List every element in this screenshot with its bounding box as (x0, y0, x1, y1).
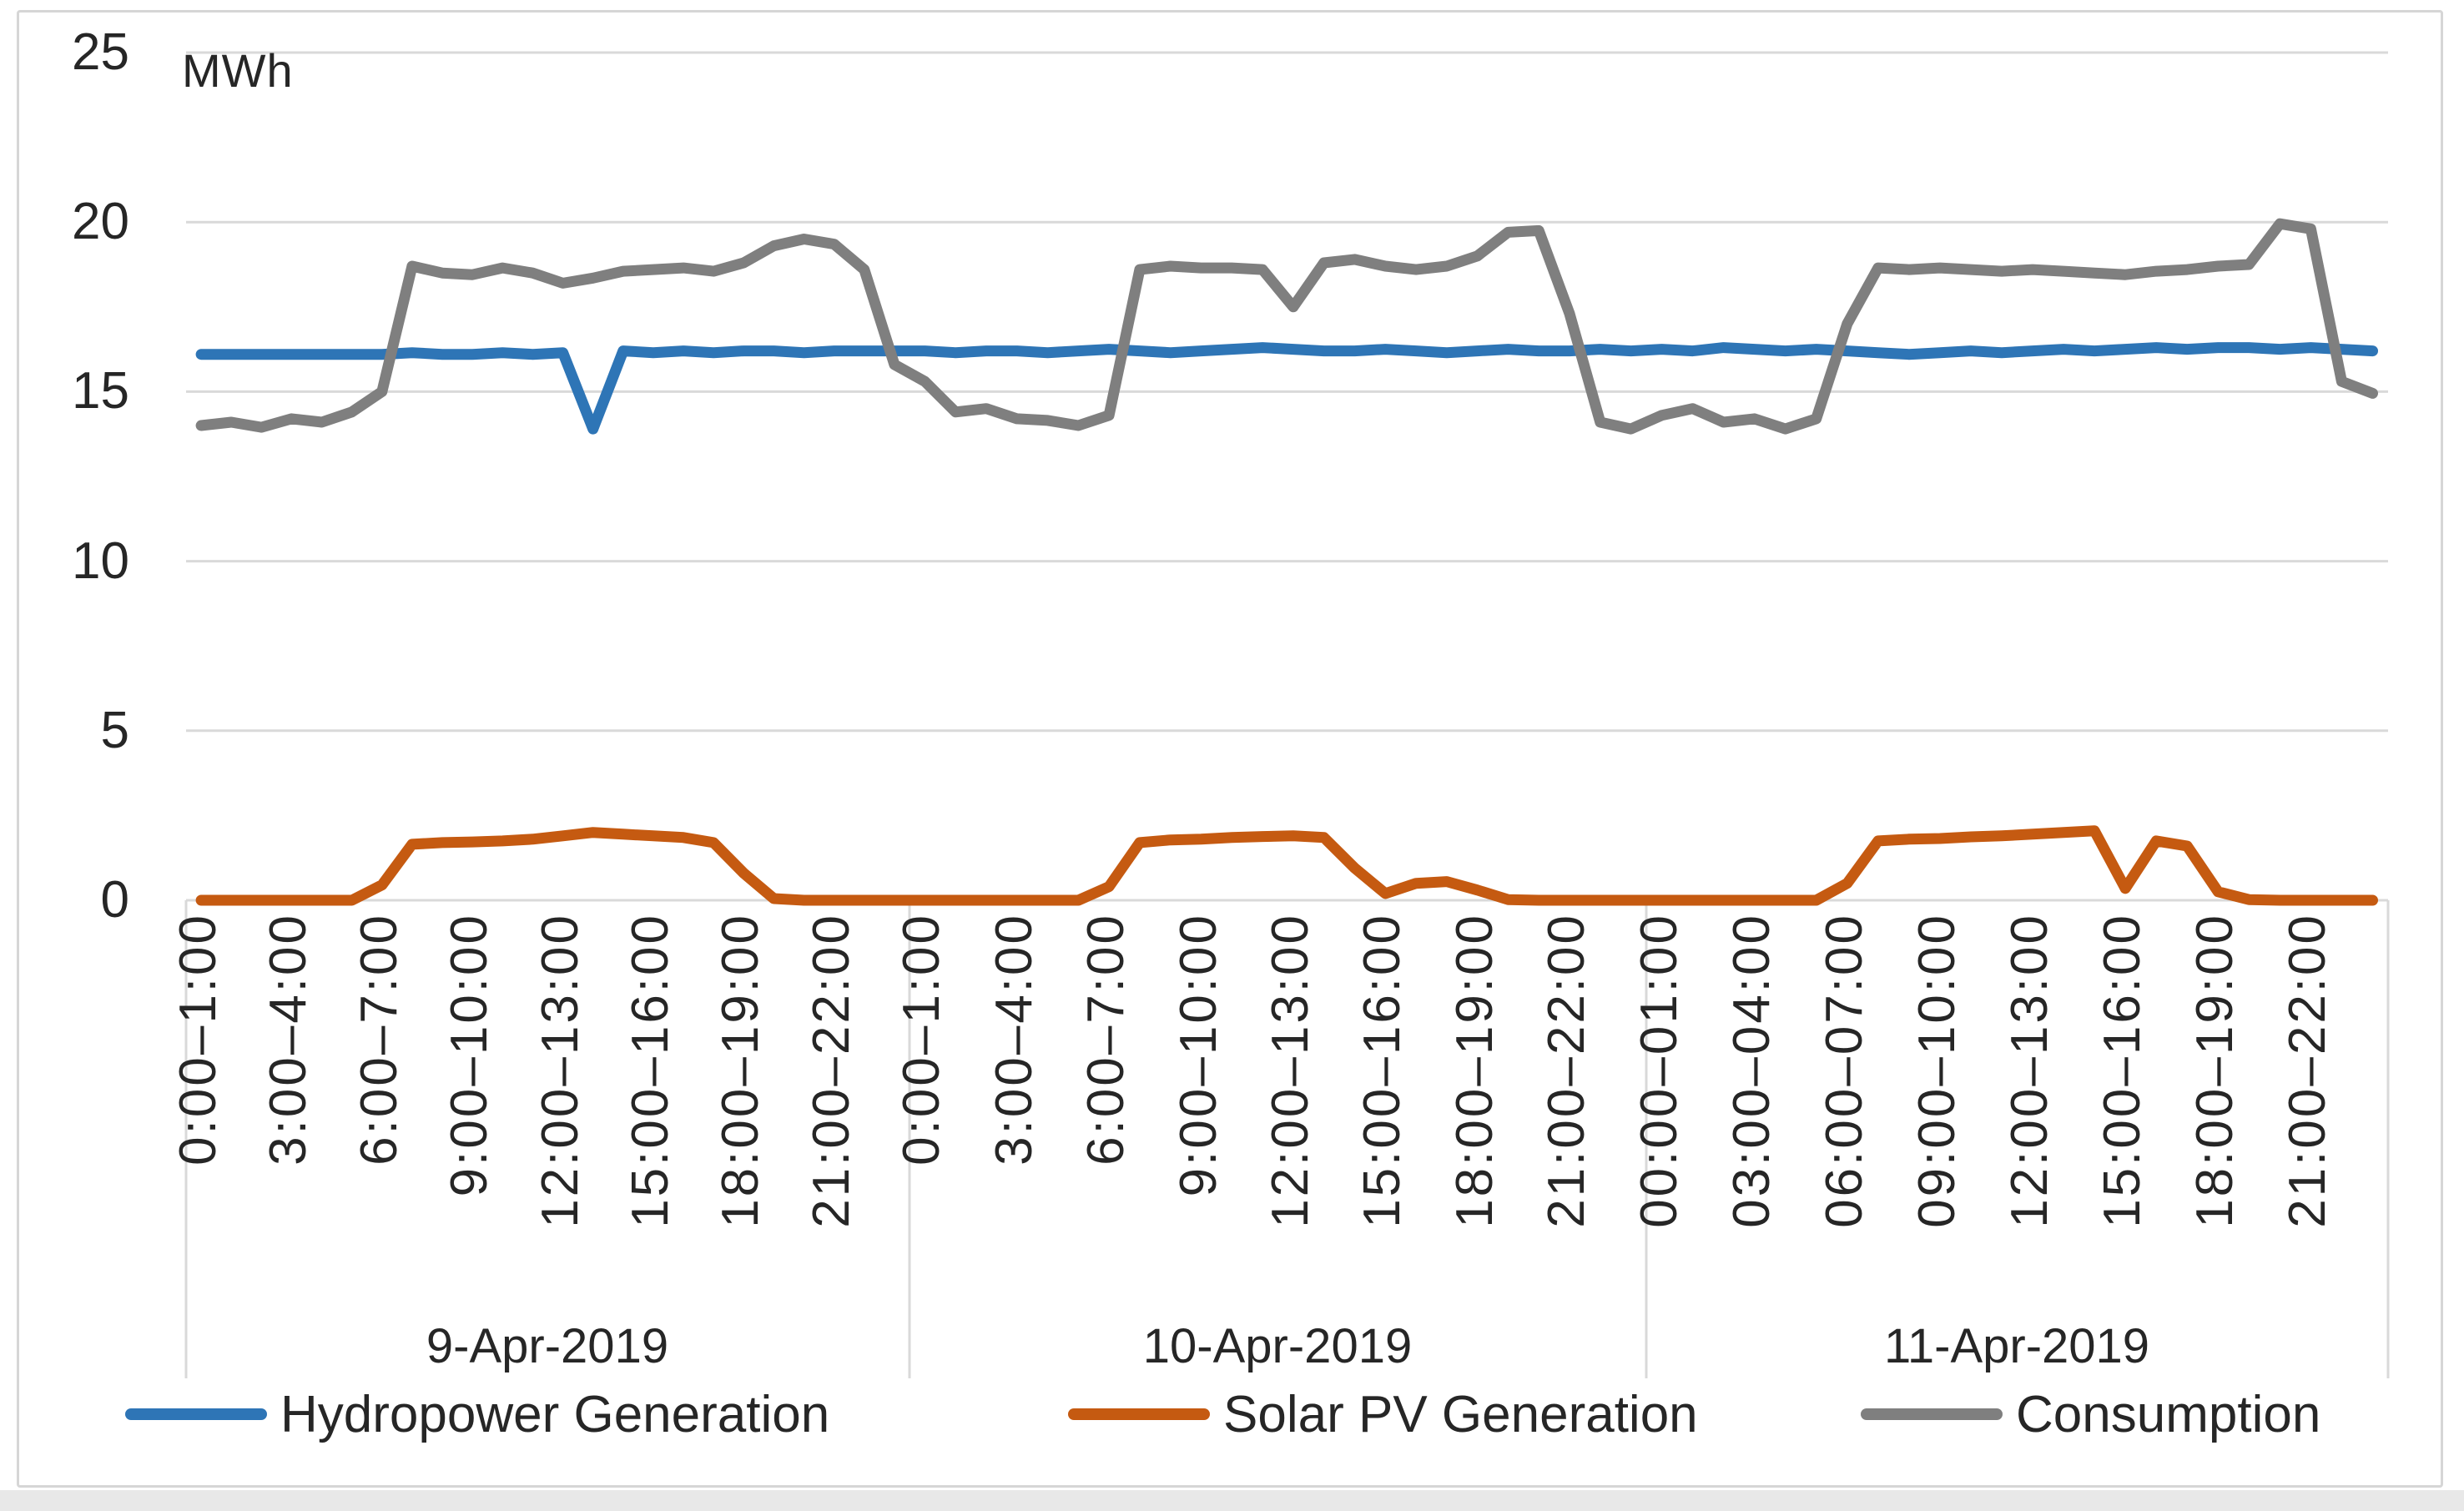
x-tick-label: 21:00–22:00 (1538, 913, 1596, 1228)
y-axis-unit-label: MWh (182, 44, 294, 97)
x-tick-label: 15:00–16:00 (1353, 913, 1412, 1228)
date-label-11-apr-2019: 11-Apr-2019 (1883, 1319, 2150, 1373)
x-tick-label: 06:00–07:00 (1815, 913, 1873, 1228)
x-tick-label: 12:00–13:00 (2001, 913, 2059, 1228)
x-tick-label: 18:00–19:00 (2186, 913, 2245, 1228)
legend-line-icon (1861, 1408, 2003, 1420)
date-label-9-apr-2019: 9-Apr-2019 (426, 1319, 669, 1373)
x-tick-label: 03:00–04:00 (1722, 913, 1781, 1228)
x-tick-label: 09:00–10:00 (1907, 913, 1966, 1228)
x-tick-label: 21:00–22:00 (2279, 913, 2337, 1228)
x-tick-label: 15:00–16:00 (2094, 913, 2152, 1228)
legend-item-hydropower-generation: Hydropower Generation (125, 1378, 829, 1450)
y-tick-label: 20 (72, 193, 129, 251)
legend-line-icon (1068, 1408, 1210, 1420)
x-tick-label: 3:00–4:00 (260, 913, 318, 1166)
y-tick-label: 25 (72, 23, 129, 81)
x-tick-label: 15:00–16:00 (621, 913, 679, 1228)
x-tick-label: 9:00–10:00 (441, 913, 499, 1197)
y-tick-label: 0 (100, 871, 129, 929)
window-bottom-strip (0, 1490, 2464, 1511)
series-line-consumption (195, 218, 2378, 435)
x-tick-label: 0:00–1:00 (169, 913, 228, 1166)
legend-item-consumption: Consumption (1861, 1378, 2320, 1450)
y-tick-label: 15 (72, 362, 129, 421)
x-tick-label: 0:00–1:00 (893, 913, 951, 1166)
y-tick-label: 10 (72, 531, 129, 590)
legend-item-solar-pv-generation: Solar PV Generation (1068, 1378, 1698, 1450)
x-tick-label: 00:00–01:00 (1630, 913, 1688, 1228)
date-label-10-apr-2019: 10-Apr-2019 (1142, 1319, 1413, 1373)
x-tick-label: 3:00–4:00 (985, 913, 1043, 1166)
x-tick-label: 12:00–13:00 (1261, 913, 1319, 1228)
series-line-hydropower-generation (195, 342, 2378, 435)
x-tick-label: 6:00–7:00 (1077, 913, 1136, 1166)
x-tick-label: 9:00–10:00 (1169, 913, 1227, 1197)
legend-label: Solar PV Generation (1223, 1385, 1698, 1443)
x-tick-label: 18:00–19:00 (712, 913, 770, 1228)
x-tick-label: 18:00–19:00 (1445, 913, 1504, 1228)
legend-line-icon (125, 1408, 267, 1420)
series-line-solar-pv-generation (195, 825, 2378, 906)
legend-label: Consumption (2016, 1385, 2321, 1443)
legend-label: Hydropower Generation (280, 1385, 830, 1443)
x-tick-label: 6:00–7:00 (350, 913, 408, 1166)
x-tick-label: 21:00–22:00 (802, 913, 860, 1228)
y-tick-label: 5 (100, 701, 129, 759)
x-tick-label: 12:00–13:00 (531, 913, 589, 1228)
